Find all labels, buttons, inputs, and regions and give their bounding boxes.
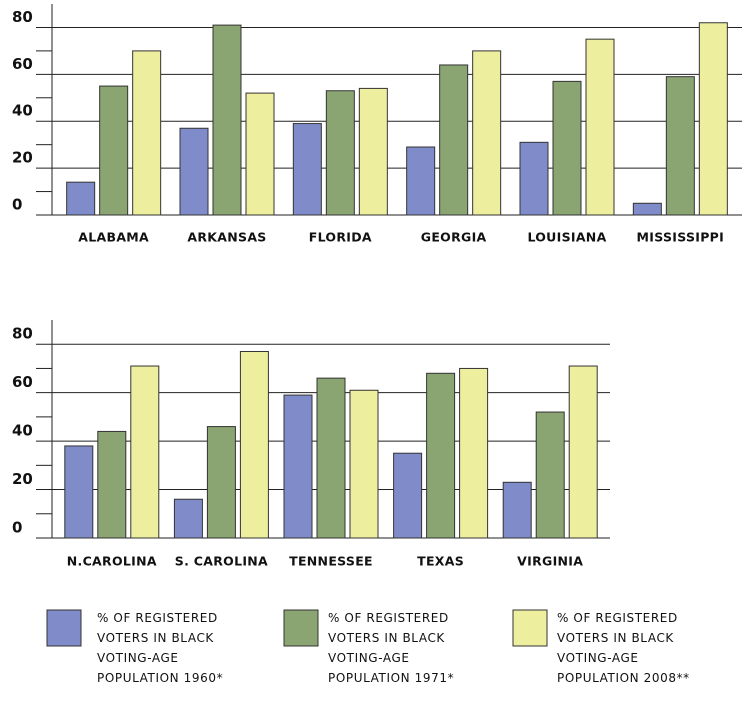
bar bbox=[212, 24, 242, 216]
bar bbox=[66, 181, 96, 216]
y-tick-label: 0 bbox=[12, 196, 22, 214]
bar bbox=[239, 350, 269, 539]
legend-swatch bbox=[46, 609, 82, 647]
bar bbox=[519, 141, 549, 216]
bar bbox=[585, 38, 615, 216]
bar bbox=[406, 146, 436, 216]
bar bbox=[316, 377, 346, 539]
legend-swatch bbox=[283, 609, 319, 647]
legend-entry: % OF REGISTERED VOTERS IN BLACK VOTING-A… bbox=[328, 611, 455, 685]
bar bbox=[283, 394, 313, 539]
y-tick-label: 80 bbox=[12, 325, 33, 343]
x-tick-label: N.CAROLINA bbox=[67, 554, 157, 569]
y-tick-label: 40 bbox=[12, 422, 33, 440]
x-tick-label: S. CAROLINA bbox=[175, 554, 268, 569]
x-tick-label: FLORIDA bbox=[309, 230, 372, 245]
bar bbox=[245, 92, 275, 216]
bar bbox=[439, 64, 469, 216]
bar bbox=[535, 411, 565, 539]
legend-label: % OF REGISTERED VOTERS IN BLACK VOTING-A… bbox=[97, 611, 224, 685]
bar bbox=[173, 498, 203, 539]
y-tick-label: 20 bbox=[12, 149, 33, 167]
bar bbox=[426, 372, 456, 539]
bar bbox=[99, 85, 129, 216]
bar bbox=[132, 50, 162, 216]
bar bbox=[292, 123, 322, 216]
legend-label: % OF REGISTERED VOTERS IN BLACK VOTING-A… bbox=[328, 611, 455, 685]
x-tick-label: MISSISSIPPI bbox=[637, 230, 725, 245]
x-tick-label: ALABAMA bbox=[78, 230, 149, 245]
bar bbox=[179, 127, 209, 216]
bar bbox=[349, 389, 379, 539]
bar bbox=[568, 365, 598, 539]
bar bbox=[632, 202, 662, 216]
bar bbox=[665, 76, 695, 216]
bar bbox=[97, 430, 127, 539]
x-tick-label: VIRGINIA bbox=[517, 554, 583, 569]
legend-entry: % OF REGISTERED VOTERS IN BLACK VOTING-A… bbox=[557, 611, 690, 685]
bar bbox=[393, 452, 423, 539]
y-tick-label: 60 bbox=[12, 373, 33, 391]
bar bbox=[698, 22, 728, 216]
bar bbox=[358, 87, 388, 216]
y-tick-label: 60 bbox=[12, 55, 33, 73]
x-tick-label: LOUISIANA bbox=[527, 230, 606, 245]
x-tick-label: TENNESSEE bbox=[289, 554, 373, 569]
bar bbox=[325, 90, 355, 216]
y-tick-label: 0 bbox=[12, 519, 22, 537]
bar bbox=[502, 481, 532, 539]
bar bbox=[64, 445, 94, 539]
x-tick-label: TEXAS bbox=[417, 554, 464, 569]
bar bbox=[206, 426, 236, 539]
legend-entry: % OF REGISTERED VOTERS IN BLACK VOTING-A… bbox=[97, 611, 224, 685]
x-tick-label: GEORGIA bbox=[421, 230, 487, 245]
bar bbox=[552, 80, 582, 216]
y-tick-label: 80 bbox=[12, 8, 33, 26]
legend-swatch bbox=[512, 609, 548, 647]
legend-label: % OF REGISTERED VOTERS IN BLACK VOTING-A… bbox=[557, 611, 690, 685]
bar bbox=[472, 50, 502, 216]
y-tick-label: 40 bbox=[12, 102, 33, 120]
bar bbox=[130, 365, 160, 539]
x-tick-label: ARKANSAS bbox=[187, 230, 266, 245]
y-tick-label: 20 bbox=[12, 470, 33, 488]
bar bbox=[459, 367, 489, 539]
